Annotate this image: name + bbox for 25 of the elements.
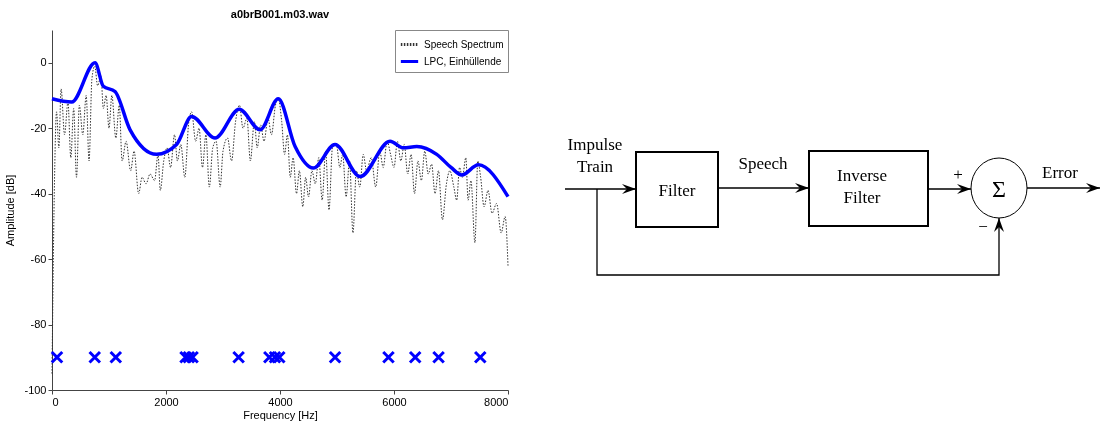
text: − [978,217,988,236]
x-tick-label: 0 [52,395,59,408]
x-tick-label: 2000 [154,395,179,408]
x-axis-title: Frequency [Hz] [243,408,318,421]
text: Filter [658,181,696,200]
y-axis-title: Amplitude [dB] [4,174,17,247]
legend-label: Speech Spectrum [424,38,504,50]
y-tick-label: -60 [30,252,47,265]
line-series [51,65,509,375]
chart-title: a0brB001.m03.wav [230,7,331,20]
text: + [953,165,963,184]
legend-label: LPC, Einhüllende [424,55,502,67]
text: Inverse Filter [836,166,888,207]
text: Speech [738,154,789,173]
y-tick-label: -20 [30,121,47,134]
y-tick-label: -80 [30,318,47,331]
x-tick-label: 6000 [382,395,407,408]
y-tick-label: -40 [30,187,47,200]
x-tick-label: 4000 [268,395,293,408]
text: Error [1042,163,1079,182]
x-tick-label: 8000 [484,395,509,408]
y-tick-label: 0 [40,56,47,69]
text: Impulse Train [567,135,623,176]
y-tick-label: -100 [24,383,47,396]
text: Σ [992,176,1006,202]
